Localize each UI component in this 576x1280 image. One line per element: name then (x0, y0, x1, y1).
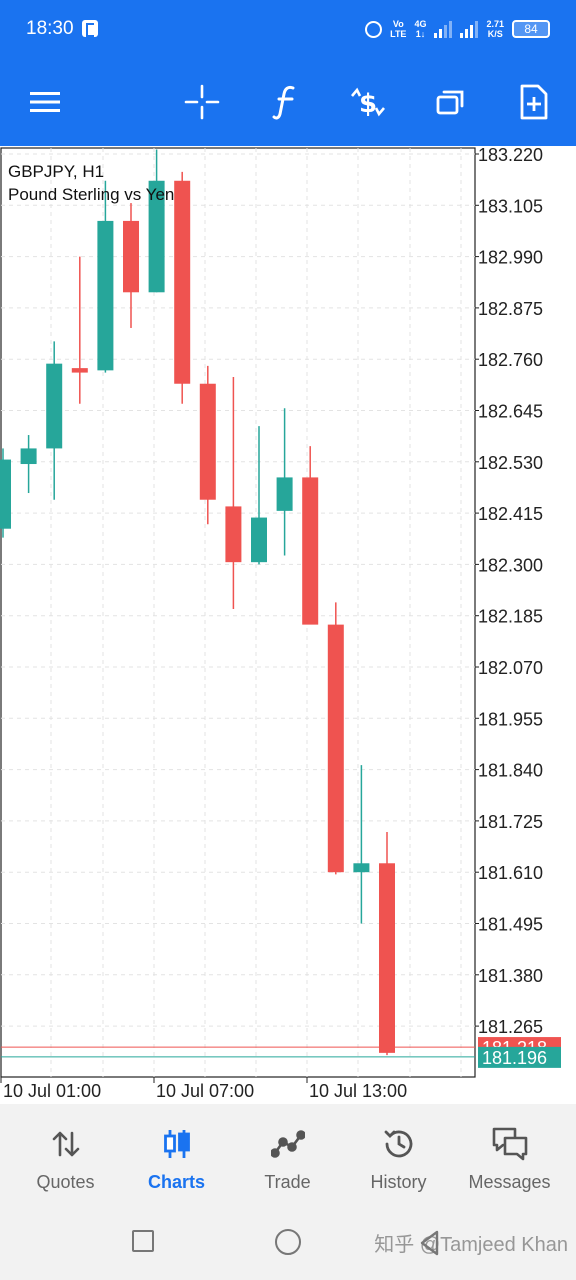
y-tick-label: 181.955 (478, 709, 543, 729)
y-tick-label: 181.610 (478, 863, 543, 883)
y-tick-label: 182.300 (478, 555, 543, 575)
chart-symbol: GBPJPY, H1 (8, 162, 105, 181)
x-tick-label: 10 Jul 13:00 (309, 1081, 407, 1101)
candle-body (353, 863, 370, 873)
nav-quotes[interactable]: Quotes (8, 1104, 123, 1204)
candle-body (0, 459, 11, 529)
new-document-icon[interactable] (512, 80, 556, 124)
candlestick-chart[interactable]: 183.220 183.105 182.990 182.875 182.760 182.6… (0, 146, 576, 1104)
battery-icon: 84 (512, 20, 550, 38)
price-chart[interactable]: 183.220 183.105 182.990 182.875 182.760 182.6… (0, 146, 576, 1104)
status-bar: 18:30 Vo LTE 4G 1↓ 2.71 K/S 84 (0, 0, 576, 58)
history-clock-icon (382, 1126, 416, 1162)
network-speed: 2.71 K/S (486, 19, 504, 39)
trade-line-icon (270, 1126, 305, 1162)
y-tick-label: 182.530 (478, 453, 543, 473)
candle-body (71, 368, 88, 373)
nav-trade[interactable]: Trade (230, 1104, 345, 1204)
y-tick-label: 183.105 (478, 196, 543, 216)
candle-body (251, 517, 267, 563)
candle-body (199, 383, 216, 500)
y-tick-label: 182.990 (478, 248, 543, 268)
data-saver-icon (365, 20, 383, 38)
y-tick-label: 181.495 (478, 915, 543, 935)
y-tick-label: 182.760 (478, 350, 543, 370)
y-tick-label: 182.645 (478, 402, 543, 422)
menu-icon[interactable] (23, 80, 67, 124)
bid-price-box (478, 1046, 561, 1068)
candle-body (174, 180, 191, 384)
signal-strength-2-icon (460, 20, 479, 38)
messages-bubbles-icon (491, 1126, 529, 1162)
chart-toolbar: $ (0, 58, 576, 146)
recent-apps-icon[interactable] (132, 1230, 154, 1252)
back-icon[interactable] (418, 1230, 440, 1261)
status-indicators: Vo LTE 4G 1↓ 2.71 K/S 84 (365, 16, 550, 42)
candle-body (97, 220, 114, 371)
quotes-arrows-icon (51, 1126, 81, 1162)
bid-price-label: 181.196 (482, 1048, 547, 1068)
system-navigation: 知乎 @Tamjeed Khan (0, 1204, 576, 1280)
x-tick-label: 10 Jul 01:00 (3, 1081, 101, 1101)
candle-body (123, 220, 139, 293)
candle-body (46, 363, 63, 449)
nav-charts[interactable]: Charts (119, 1104, 234, 1204)
nav-messages[interactable]: Messages (452, 1104, 567, 1204)
y-tick-label: 181.265 (478, 1017, 543, 1037)
x-tick-label: 10 Jul 07:00 (156, 1081, 254, 1101)
candle-body (327, 624, 344, 873)
candle-body (148, 180, 165, 293)
y-tick-label: 182.070 (478, 658, 543, 678)
chart-description: Pound Sterling vs Yen (8, 185, 175, 204)
plot-frame (0, 147, 476, 1078)
charts-candles-icon (162, 1126, 192, 1162)
status-time: 18:30 (26, 18, 74, 39)
candle-body (225, 506, 242, 563)
signal-strength-icon (434, 20, 453, 38)
crosshair-icon[interactable] (180, 80, 224, 124)
y-tick-label: 181.840 (478, 761, 543, 781)
svg-text:$: $ (359, 89, 377, 119)
y-tick-label: 183.220 (478, 146, 543, 165)
trade-dollar-icon[interactable]: $ (346, 80, 390, 124)
y-tick-label: 181.725 (478, 812, 543, 832)
network-type-indicator: 4G 1↓ (414, 19, 427, 39)
volte-indicator: Vo LTE (390, 19, 407, 39)
y-tick-label: 181.380 (478, 966, 543, 986)
indicator-f-icon[interactable] (263, 80, 307, 124)
chart-title: GBPJPY, H1 Pound Sterling vs Yen (8, 160, 174, 206)
y-tick-label: 182.875 (478, 299, 543, 319)
windows-icon[interactable] (429, 80, 473, 124)
candle-body (20, 448, 37, 465)
y-tick-label: 182.185 (478, 607, 543, 627)
notification-app-icon (82, 20, 98, 37)
nav-history[interactable]: History (341, 1104, 456, 1204)
bottom-navigation: Quotes Charts Trade History Messages (0, 1104, 576, 1204)
candle-body (379, 863, 395, 1053)
candle-body (302, 477, 319, 625)
candle-body (276, 477, 293, 511)
home-icon[interactable] (275, 1229, 301, 1255)
watermark: 知乎 @Tamjeed Khan (374, 1234, 568, 1256)
y-tick-label: 182.415 (478, 504, 543, 524)
